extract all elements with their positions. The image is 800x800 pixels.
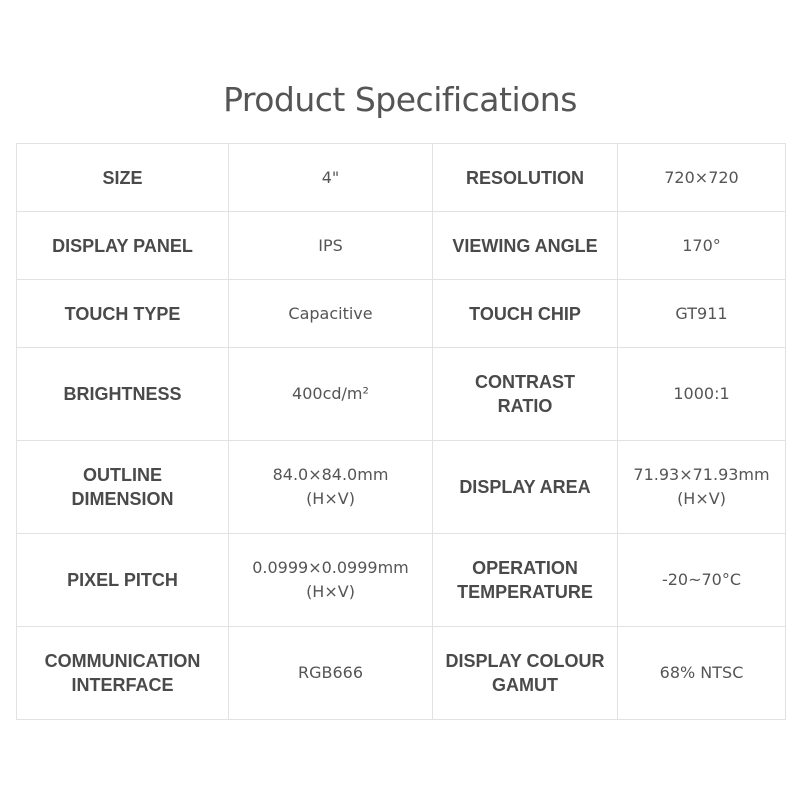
spec-value: 68% NTSC bbox=[617, 626, 786, 720]
spec-value: GT911 bbox=[617, 279, 786, 348]
spec-row: SIZE 4" RESOLUTION 720×720 bbox=[16, 143, 786, 212]
spec-label: OUTLINE DIMENSION bbox=[16, 440, 229, 534]
spec-value-line: Capacitive bbox=[288, 303, 373, 323]
spec-value: 4" bbox=[228, 143, 433, 212]
spec-table: SIZE 4" RESOLUTION 720×720 DISPLAY PANEL IPS V… bbox=[16, 143, 786, 720]
spec-row: PIXEL PITCH 0.0999×0.0999mm (H×V) OPERATION… bbox=[16, 533, 786, 627]
spec-label: SIZE bbox=[16, 143, 229, 212]
spec-row: TOUCH TYPE Capacitive TOUCH CHIP GT911 bbox=[16, 279, 786, 348]
spec-label: TOUCH TYPE bbox=[16, 279, 229, 348]
spec-value: Capacitive bbox=[228, 279, 433, 348]
spec-label: BRIGHTNESS bbox=[16, 347, 229, 441]
spec-value: 71.93×71.93mm (H×V) bbox=[617, 440, 786, 534]
spec-row: BRIGHTNESS 400cd/m² CONTRAST RATIO 1000:1 bbox=[16, 347, 786, 441]
spec-label: DISPLAY COLOUR GAMUT bbox=[432, 626, 618, 720]
spec-value: 400cd/m² bbox=[228, 347, 433, 441]
spec-value: 170° bbox=[617, 211, 786, 280]
spec-value-line: 720×720 bbox=[664, 167, 739, 187]
spec-value-line: (H×V) bbox=[677, 489, 726, 508]
spec-value-line: (H×V) bbox=[306, 489, 355, 508]
spec-row: OUTLINE DIMENSION 84.0×84.0mm (H×V) DISPLAY… bbox=[16, 440, 786, 534]
spec-value-line: 71.93×71.93mm bbox=[633, 465, 770, 484]
spec-value: IPS bbox=[228, 211, 433, 280]
spec-value-line: (H×V) bbox=[306, 582, 355, 601]
spec-value-line: RGB666 bbox=[297, 663, 364, 682]
spec-label: OPERATION TEMPERATURE bbox=[432, 533, 618, 627]
spec-value-line: 68% NTSC bbox=[659, 663, 744, 682]
spec-value: 720×720 bbox=[617, 143, 786, 212]
spec-value-line: 0.0999×0.0999mm bbox=[252, 558, 409, 577]
spec-value-line: 1000:1 bbox=[673, 384, 730, 403]
spec-label: VIEWING ANGLE bbox=[432, 211, 618, 280]
spec-value-line: 400cd/m² bbox=[292, 384, 369, 403]
spec-value-line: GT911 bbox=[675, 303, 728, 323]
spec-label: DISPLAY AREA bbox=[432, 440, 618, 534]
spec-value: 1000:1 bbox=[617, 347, 786, 441]
spec-value-line: IPS bbox=[318, 235, 343, 255]
spec-label: PIXEL PITCH bbox=[16, 533, 229, 627]
spec-label: CONTRAST RATIO bbox=[432, 347, 618, 441]
spec-row: COMMUNICATION INTERFACE RGB666 DISPLAY COL… bbox=[16, 626, 786, 720]
spec-value-line: 170° bbox=[682, 235, 721, 255]
spec-value: 0.0999×0.0999mm (H×V) bbox=[228, 533, 433, 627]
spec-label: COMMUNICATION INTERFACE bbox=[16, 626, 229, 720]
spec-label: RESOLUTION bbox=[432, 143, 618, 212]
spec-row: DISPLAY PANEL IPS VIEWING ANGLE 170° bbox=[16, 211, 786, 280]
spec-value: -20~70°C bbox=[617, 533, 786, 627]
spec-value-line: 84.0×84.0mm bbox=[272, 465, 389, 484]
spec-value: RGB666 bbox=[228, 626, 433, 720]
spec-label: TOUCH CHIP bbox=[432, 279, 618, 348]
spec-value-line: 4" bbox=[321, 167, 340, 187]
spec-value: 84.0×84.0mm (H×V) bbox=[228, 440, 433, 534]
spec-label: DISPLAY PANEL bbox=[16, 211, 229, 280]
spec-value-line: -20~70°C bbox=[661, 570, 742, 589]
page-title: Product Specifications bbox=[223, 80, 577, 119]
